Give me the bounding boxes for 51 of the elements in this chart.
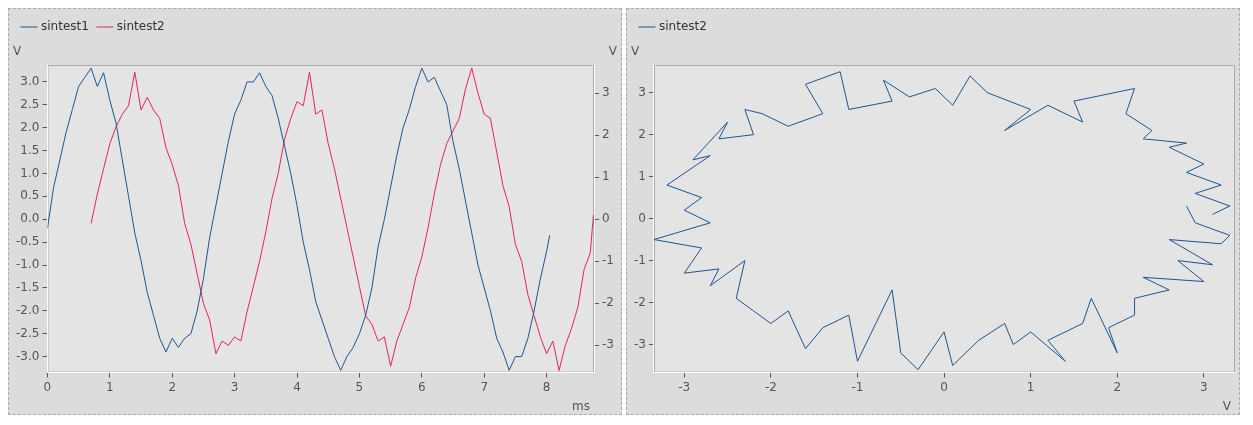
- y2-tick-label: 1: [602, 169, 610, 184]
- y2-tick-label: 3: [602, 85, 610, 100]
- x-tick-label: 5: [355, 379, 364, 394]
- y2-tick-label: 2: [602, 127, 610, 142]
- y-tick-label: -2.5: [15, 325, 40, 340]
- legend-label: sintest2: [659, 19, 707, 34]
- x-tick-label: 1: [105, 379, 114, 394]
- y2-tick-label: 0: [602, 211, 610, 226]
- y-tick-label: 2.5: [20, 96, 40, 111]
- y-tick-label: -1: [634, 252, 646, 267]
- x-tick-label: 4: [293, 379, 301, 394]
- y2-axis-title: V: [608, 44, 618, 58]
- x-tick-label: 7: [480, 379, 489, 394]
- y-tick-label: -0.5: [15, 234, 40, 249]
- y-tick-label: -3.0: [15, 348, 40, 363]
- y-tick-label: -2: [634, 294, 646, 309]
- y-tick-label: 2.0: [20, 119, 40, 134]
- x-tick-label: 1: [1026, 379, 1035, 394]
- y-axis-title: V: [631, 44, 640, 58]
- y-tick-label: -3: [634, 336, 646, 351]
- x-tick-label: 0: [43, 379, 52, 394]
- legend-label: sintest2: [116, 19, 165, 34]
- x-tick-label: 8: [542, 379, 551, 394]
- x-tick-label: 2: [168, 379, 177, 394]
- y-tick-label: 3.0: [20, 74, 40, 89]
- x-tick-label: 6: [417, 379, 426, 394]
- x-tick-label: 3: [1200, 379, 1208, 394]
- x-tick-label: 2: [1113, 379, 1122, 394]
- x-axis-title: V: [1222, 399, 1232, 413]
- y-tick-label: 3: [638, 84, 646, 99]
- y2-tick-label: -3: [602, 337, 614, 352]
- y-tick-label: -1.5: [15, 280, 40, 295]
- y-tick-label: 0.0: [20, 211, 40, 226]
- y-tick-label: 2: [638, 126, 646, 141]
- x-tick-label: -3: [678, 379, 691, 394]
- y-tick-label: 1: [638, 168, 646, 183]
- y-tick-label: -1.0: [15, 257, 40, 272]
- y-axis-title: V: [13, 44, 22, 58]
- y-tick-label: 0.5: [20, 188, 40, 203]
- y-tick-label: 1.0: [20, 165, 40, 180]
- y-tick-label: 0: [638, 210, 646, 225]
- x-tick-label: 0: [940, 379, 948, 394]
- y2-tick-label: -1: [602, 253, 614, 268]
- x-axis-title: ms: [572, 399, 591, 413]
- x-tick-label: 3: [230, 379, 239, 394]
- legend-label: sintest1: [41, 19, 89, 34]
- y-tick-label: 1.5: [20, 142, 40, 157]
- y-tick-label: -2.0: [15, 302, 40, 317]
- x-tick-label: -2: [764, 379, 777, 394]
- x-tick-label: -1: [851, 379, 864, 394]
- y2-tick-label: -2: [602, 295, 614, 310]
